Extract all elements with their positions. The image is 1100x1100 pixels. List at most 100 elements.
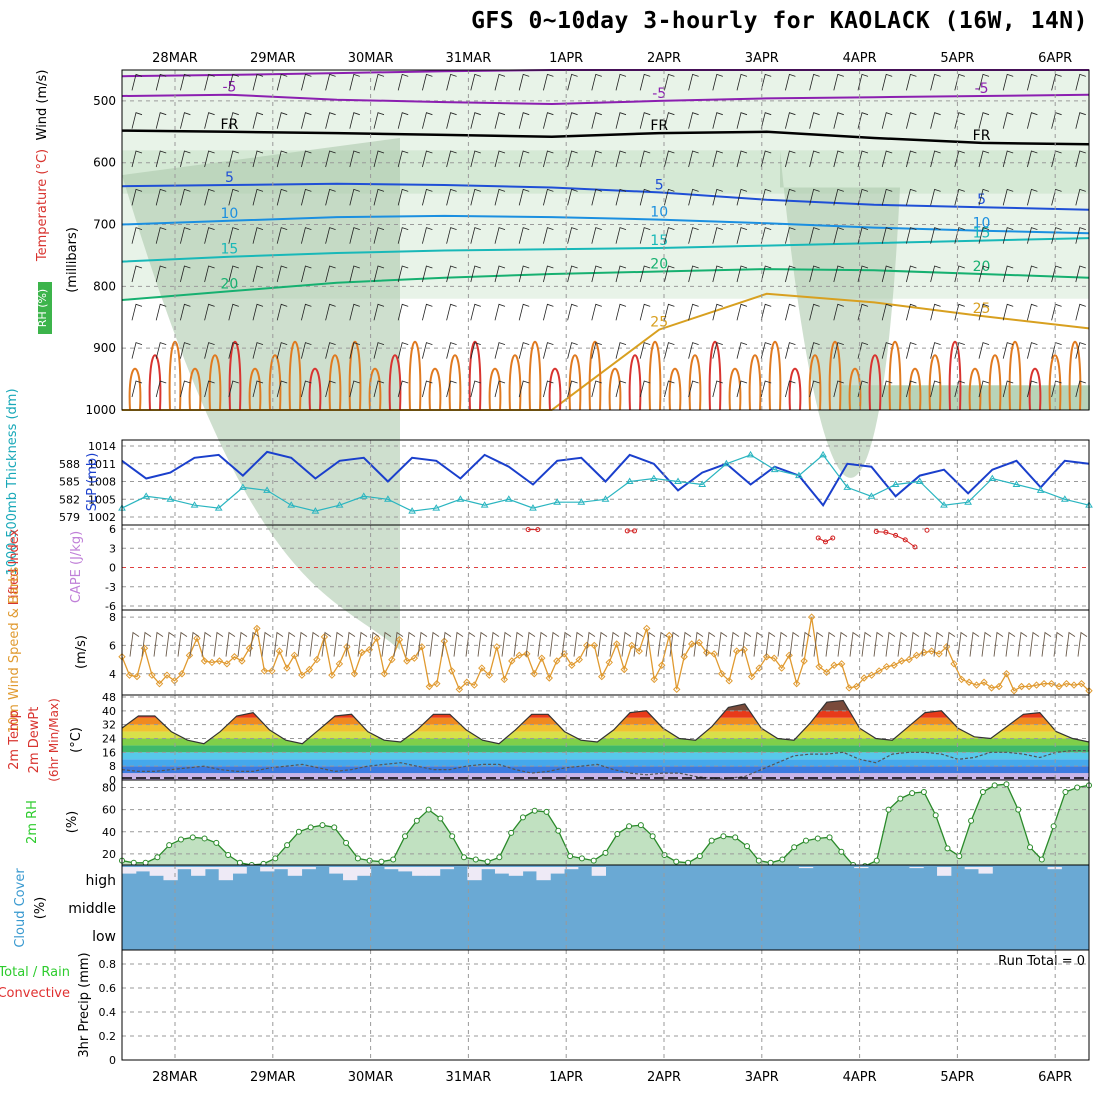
upper-wind-barb	[252, 112, 264, 129]
rh2m-tick-label: 80	[102, 782, 116, 795]
upper-wind-barb	[954, 112, 965, 129]
upper-wind-barb	[688, 227, 699, 244]
upper-wind-barb	[760, 380, 772, 398]
upper-wind-barb	[494, 303, 506, 321]
wind10-point	[815, 662, 823, 671]
upper-wind-barb	[615, 303, 627, 321]
wind10-point	[927, 647, 936, 655]
upper-wind-barb	[688, 112, 699, 129]
upper-wind-barb	[809, 150, 820, 168]
thickness-point	[722, 459, 731, 467]
wind10-barb	[285, 631, 296, 657]
rh2m-point	[626, 823, 633, 830]
upper-wind-barb	[349, 380, 360, 398]
upper-wind-barb	[688, 342, 699, 359]
upper-wind-barb	[276, 227, 288, 244]
cloud-high-bar	[508, 867, 524, 876]
thickness-point	[891, 480, 900, 487]
wind10-point	[822, 668, 831, 677]
wind10-barb	[813, 631, 824, 657]
rh2m-point	[496, 854, 503, 861]
cloud-high-bar	[398, 867, 413, 872]
cloud-high-bar	[273, 867, 289, 870]
upper-wind-barb	[349, 303, 360, 321]
cloud-background	[122, 865, 1089, 950]
rh2m-point	[460, 854, 467, 861]
wind10-barb	[1053, 631, 1064, 657]
thickness-tick-label: 585	[59, 476, 80, 489]
wind10-barb	[861, 631, 872, 657]
rh2m-point	[920, 788, 927, 795]
rh2m-point	[531, 807, 538, 814]
upper-wind-barb	[1027, 265, 1038, 283]
wind10-point	[972, 681, 981, 689]
upper-wind-barb	[543, 150, 554, 168]
upper-wind-barb	[833, 73, 844, 91]
upper-wind-barb	[881, 380, 893, 398]
upper-wind-barb	[785, 380, 796, 398]
upper-wind-barb	[785, 342, 796, 359]
wind10-point	[170, 677, 179, 685]
upper-wind-barb	[349, 150, 360, 168]
upper-wind-barb	[809, 73, 820, 91]
upper-wind-barb	[906, 265, 917, 283]
lifted-index-point	[893, 532, 899, 538]
wind10-barb	[717, 631, 728, 657]
rh2m-point	[272, 855, 279, 862]
precip-tick-label: 0.6	[99, 982, 117, 995]
upper-wind-barb	[954, 73, 965, 91]
isotherm-label: 20	[973, 259, 991, 275]
upper-wind-barb	[301, 342, 312, 359]
lifted-index-point	[815, 535, 821, 541]
upper-wind-barb	[567, 150, 578, 168]
upper-wind-barb	[688, 380, 699, 398]
rh2m-point	[519, 814, 526, 821]
wind10-point	[747, 672, 756, 681]
wind10-point	[673, 685, 681, 694]
warm-isotherm	[408, 341, 422, 411]
upper-wind-barb	[204, 188, 215, 206]
upper-wind-barb	[349, 342, 360, 359]
upper-wind-barb	[1002, 380, 1014, 398]
rh2m-point	[543, 808, 550, 815]
upper-wind-barb	[373, 303, 385, 321]
wind10-barb	[705, 631, 716, 657]
upper-wind-barb	[954, 188, 965, 206]
wind10-point	[912, 651, 921, 660]
upper-wind-barb	[591, 342, 602, 359]
upper-wind-barb	[518, 265, 530, 283]
cloud-high-bar	[260, 867, 275, 872]
thickness-point	[504, 495, 513, 502]
wind10-point	[920, 648, 928, 657]
wind10-barb	[465, 631, 476, 657]
precip-tick-label: 0	[109, 1054, 116, 1067]
cloud-high-bar	[218, 867, 234, 881]
warm-isotherm	[1028, 367, 1042, 411]
wind10-point	[253, 624, 261, 633]
upper-wind-barb	[228, 73, 239, 91]
wind10-barb	[213, 631, 224, 657]
upper-wind-barb	[470, 112, 481, 129]
upper-wind-barb	[301, 73, 312, 91]
wind10-barb	[1017, 631, 1028, 657]
thickness-point	[238, 483, 247, 490]
temperature-band	[122, 745, 1089, 753]
isotherm-line	[121, 268, 1090, 301]
wind10-point	[785, 651, 793, 660]
upper-wind-barb	[785, 150, 796, 168]
upper-wind-barb	[301, 150, 312, 168]
wind10-barb	[381, 631, 392, 657]
upper-wind-barb	[954, 227, 965, 244]
warm-isotherm	[688, 354, 702, 411]
upper-wind-barb	[1002, 150, 1014, 168]
upper-wind-barb	[325, 303, 336, 321]
slp-axis-label: SLP (mb)	[85, 453, 100, 512]
thickness-point	[480, 501, 489, 508]
upper-wind-barb	[712, 342, 723, 359]
wind10-point	[717, 670, 726, 678]
upper-wind-barb	[1002, 303, 1014, 321]
wind10-point	[155, 679, 164, 688]
upper-wind-barb	[978, 150, 990, 168]
slp-tick-label: 1011	[88, 458, 116, 471]
upper-wind-barb	[664, 265, 675, 283]
